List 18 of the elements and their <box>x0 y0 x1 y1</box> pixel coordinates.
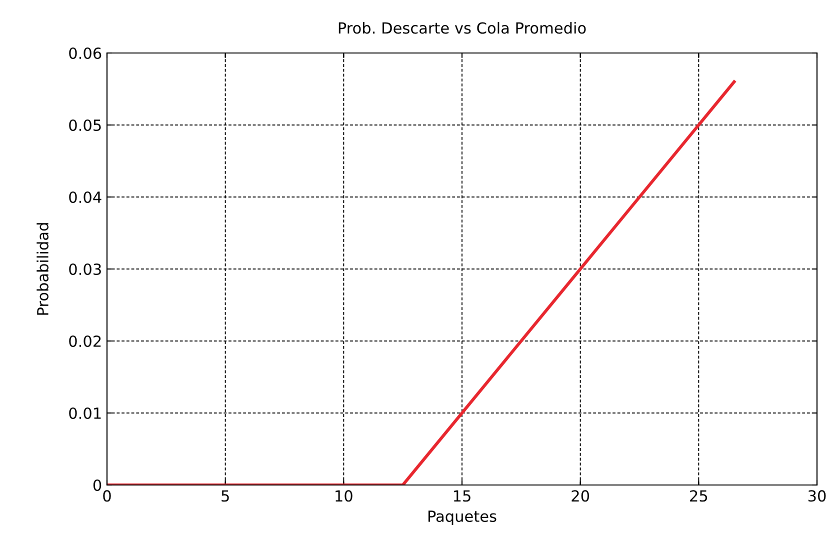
y-tick-label: 0.01 <box>69 407 101 420</box>
x-tick-label: 0 <box>103 490 111 502</box>
chart-title: Prob. Descarte vs Cola Promedio <box>338 22 586 34</box>
x-axis-title: Paquetes <box>428 510 496 525</box>
y-tick-label: 0.06 <box>69 47 102 60</box>
x-tick-label: 20 <box>572 490 590 502</box>
y-axis-title: Probabilidad <box>36 223 48 315</box>
x-tick-label: 5 <box>222 490 229 502</box>
x-tick-label: 10 <box>336 490 352 502</box>
y-tick-label: 0.05 <box>69 119 101 132</box>
x-tick-label: 30 <box>808 490 826 502</box>
x-tick-label: 15 <box>454 490 470 502</box>
line-series <box>107 80 736 485</box>
x-tick-label: 25 <box>690 490 708 502</box>
y-tick-label: 0.03 <box>69 263 101 276</box>
y-tick-label: 0.02 <box>69 335 101 348</box>
y-tick-label: 0 <box>93 479 102 492</box>
y-tick-label: 0.04 <box>69 191 102 204</box>
